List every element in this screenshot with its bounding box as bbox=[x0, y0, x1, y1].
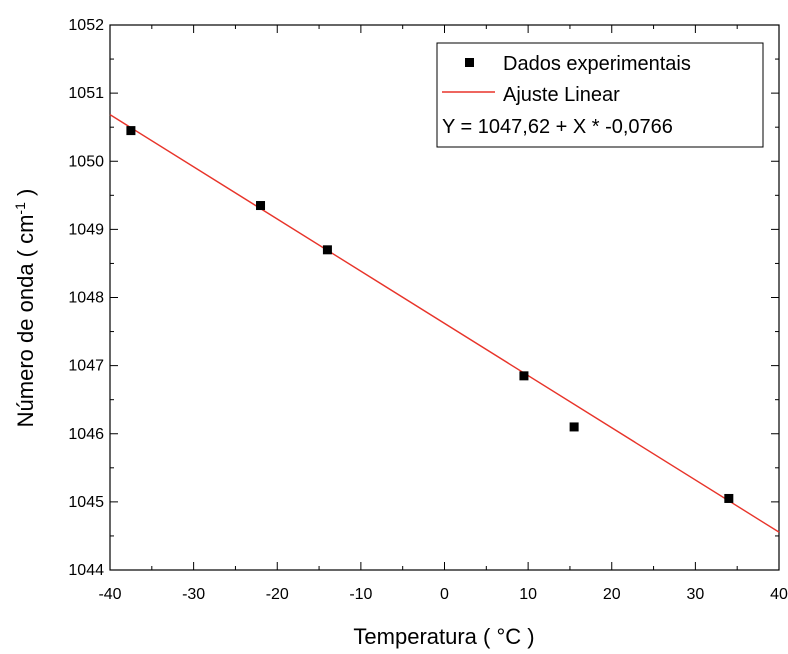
y-tick-label: 1048 bbox=[68, 290, 104, 307]
data-point bbox=[256, 201, 266, 211]
legend-label-dados: Dados experimentais bbox=[503, 53, 691, 75]
data-points-layer bbox=[126, 126, 734, 503]
x-tick-label: -40 bbox=[98, 586, 121, 603]
x-tick-label: -20 bbox=[266, 586, 289, 603]
x-tick-label: 40 bbox=[770, 586, 788, 603]
data-point bbox=[322, 245, 332, 255]
y-tick-label: 1047 bbox=[68, 358, 104, 375]
x-tick-label: 10 bbox=[519, 586, 537, 603]
x-tick-label: 0 bbox=[440, 586, 449, 603]
y-tick-label: 1052 bbox=[68, 17, 104, 34]
legend-marker-dados bbox=[465, 58, 474, 67]
y-tick-label: 1046 bbox=[68, 426, 104, 443]
axis-ticks bbox=[109, 24, 780, 571]
legend-equation: Y = 1047,62 + X * -0,0766 bbox=[442, 116, 673, 138]
x-tick-label: 30 bbox=[686, 586, 704, 603]
y-tick-label: 1051 bbox=[68, 85, 104, 102]
x-axis-title: Temperatura ( °C ) bbox=[353, 624, 534, 649]
y-tick-label: 1049 bbox=[68, 221, 104, 238]
data-point bbox=[519, 371, 529, 381]
x-tick-label: 20 bbox=[603, 586, 621, 603]
y-axis-title-end: ) bbox=[13, 189, 38, 202]
x-tick-label: -30 bbox=[182, 586, 205, 603]
y-axis-title: Número de onda ( cm-1 ) bbox=[12, 189, 38, 428]
legend-box bbox=[436, 42, 764, 148]
fit-line bbox=[109, 114, 780, 533]
data-point bbox=[126, 126, 136, 136]
data-point bbox=[569, 422, 579, 432]
y-tick-label: 1050 bbox=[68, 153, 104, 170]
fit-line-layer bbox=[109, 114, 780, 533]
legend-label-ajuste: Ajuste Linear bbox=[503, 84, 620, 106]
legend: Dados experimentais Ajuste Linear Y = 10… bbox=[436, 42, 764, 148]
data-point bbox=[724, 493, 734, 503]
y-axis-title-main: Número de onda ( cm bbox=[13, 215, 38, 428]
y-axis-title-superscript: -1 bbox=[12, 202, 28, 215]
y-tick-label: 1044 bbox=[68, 562, 104, 579]
y-tick-label: 1045 bbox=[68, 494, 104, 511]
tick-labels: -40 -30 -20 -10 0 10 20 30 40 1044 1045 1046 1047 104… bbox=[68, 17, 788, 603]
x-tick-label: -10 bbox=[349, 586, 372, 603]
